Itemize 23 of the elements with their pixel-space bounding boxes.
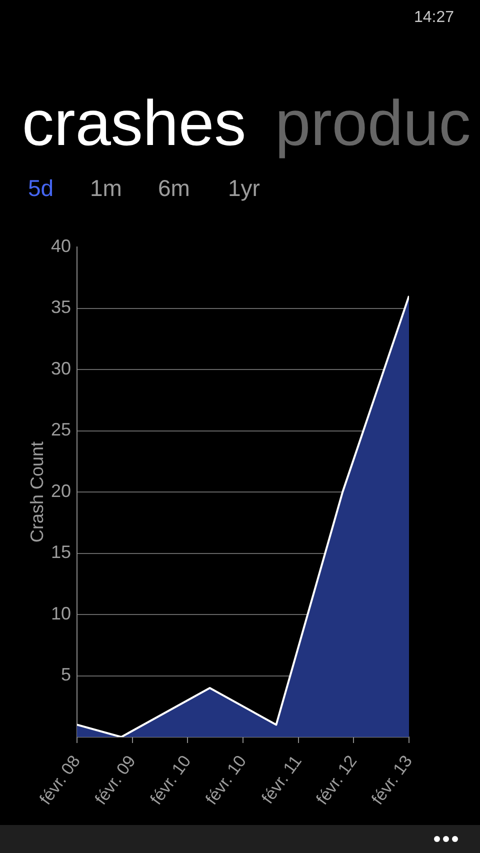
- x-tick-label: févr. 10: [202, 752, 250, 808]
- y-tick-label: 15: [50, 542, 71, 562]
- text: 1yr: [228, 175, 260, 201]
- text: 14:27: [414, 9, 454, 26]
- x-tick-label: févr. 12: [312, 752, 361, 808]
- text: produc: [275, 87, 471, 159]
- text: 1m: [90, 175, 122, 201]
- x-tick-label: févr. 08: [36, 752, 84, 808]
- y-tick-label: 40: [50, 236, 71, 256]
- y-tick-label: 10: [50, 603, 71, 624]
- text: 5d: [28, 175, 54, 201]
- x-tick-label: févr. 10: [146, 752, 195, 808]
- y-axis-title: Crash Count: [26, 441, 47, 543]
- chart-title: crashes: [22, 87, 246, 159]
- y-tick-label: 25: [50, 420, 71, 440]
- y-tick-label: 30: [50, 358, 71, 378]
- y-tick-label: 5: [60, 664, 71, 685]
- y-tick-label: 20: [50, 480, 71, 501]
- x-tick-label: févr. 09: [91, 752, 140, 808]
- text: 6m: [158, 175, 190, 201]
- y-tick-label: 35: [50, 297, 71, 318]
- x-tick-label: févr. 13: [368, 752, 416, 808]
- x-tick-label: févr. 11: [258, 752, 306, 808]
